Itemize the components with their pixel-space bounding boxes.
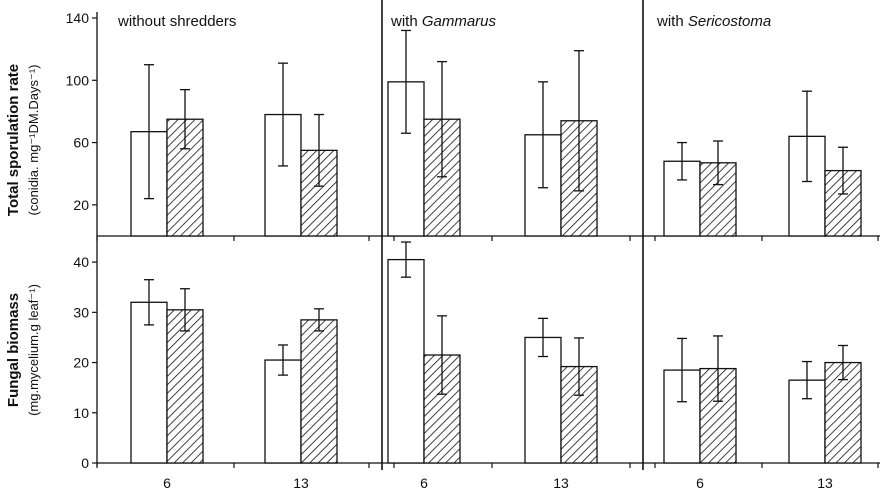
bar-hatched: [300, 149, 338, 237]
bar-open: [130, 301, 168, 464]
y-tick-label: 10: [73, 405, 89, 421]
x-tick-label: 6: [163, 475, 171, 491]
bar-open: [264, 359, 302, 464]
x-tick-label: 6: [420, 475, 428, 491]
bottom-ylabel-unit: (mg.mycelium.g leaf⁻¹): [26, 284, 41, 416]
y-tick-label: 20: [73, 355, 89, 371]
bar-open: [524, 336, 562, 464]
bar-open: [387, 258, 425, 464]
y-tick-label: 40: [73, 254, 89, 270]
x-tick-label: 13: [553, 475, 569, 491]
x-tick-label: 6: [696, 475, 704, 491]
y-tick-label: 20: [73, 197, 89, 213]
y-tick-label: 140: [66, 10, 90, 26]
panel-title-1: without shredders: [117, 13, 236, 30]
panel-title-3: with Sericostoma: [656, 13, 771, 30]
x-tick-label: 13: [293, 475, 309, 491]
panel-title-2-italic: Gammarus: [422, 13, 497, 30]
bar-hatched: [166, 309, 204, 464]
top-ylabel-main: Total sporulation rate: [5, 64, 22, 216]
x-tick-label: 13: [817, 475, 833, 491]
bar-hatched: [300, 319, 338, 464]
bottom-ylabel-main: Fungal biomass: [5, 293, 22, 407]
axes: [92, 0, 880, 470]
panel-title-3-plain: with: [656, 13, 688, 30]
y-tick-label: 60: [73, 135, 89, 151]
panel-title-3-italic: Sericostoma: [688, 13, 771, 30]
y-tick-label: 100: [66, 72, 90, 88]
bottom-ylabel: Fungal biomass (mg.mycelium.g leaf⁻¹): [5, 284, 41, 416]
top-ylabel: Total sporulation rate (conidia. mg⁻¹DM.…: [5, 64, 41, 216]
y-tick-label: 0: [81, 455, 89, 471]
chart-marks: 20 60 100 140 0 10 20 30 40 6 13 6 13 6 13: [66, 10, 862, 491]
top-ylabel-unit: (conidia. mg⁻¹DM.Days⁻¹): [26, 65, 41, 216]
panel-title-2: with Gammarus: [390, 13, 497, 30]
panel-title-2-plain: with: [390, 13, 422, 30]
y-tick-label: 30: [73, 304, 89, 320]
